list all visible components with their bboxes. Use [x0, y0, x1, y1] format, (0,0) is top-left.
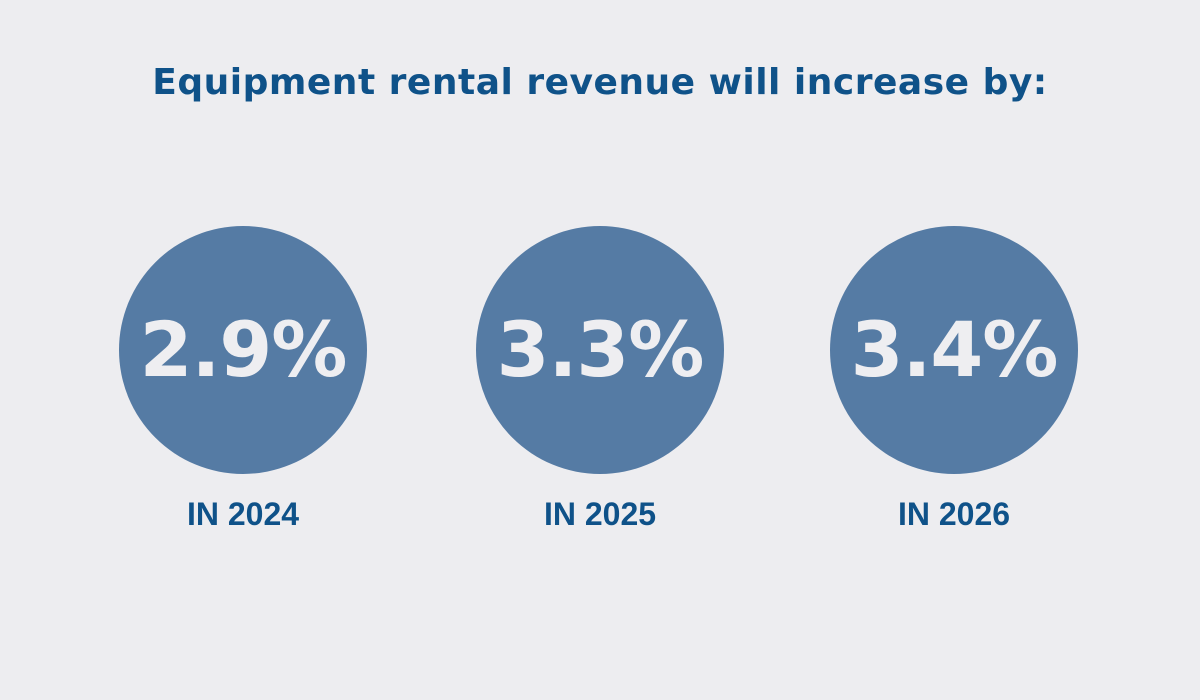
- stat-circle: 3.3%: [476, 226, 724, 474]
- headline: Equipment rental revenue will increase b…: [152, 62, 1048, 103]
- stat-2024: 2.9% IN 2024: [119, 226, 367, 534]
- stat-circle: 3.4%: [830, 226, 1078, 474]
- stat-year: IN 2026: [897, 496, 1011, 532]
- stat-value: 3.4%: [850, 305, 1059, 394]
- stat-2026: 3.4% IN 2026: [830, 226, 1078, 534]
- stat-year: IN 2024: [186, 496, 300, 532]
- stat-value: 3.3%: [496, 305, 705, 394]
- stat-year: IN 2025: [543, 496, 657, 532]
- stat-circle: 2.9%: [119, 226, 367, 474]
- stat-2025: 3.3% IN 2025: [476, 226, 724, 534]
- stat-value: 2.9%: [139, 305, 348, 394]
